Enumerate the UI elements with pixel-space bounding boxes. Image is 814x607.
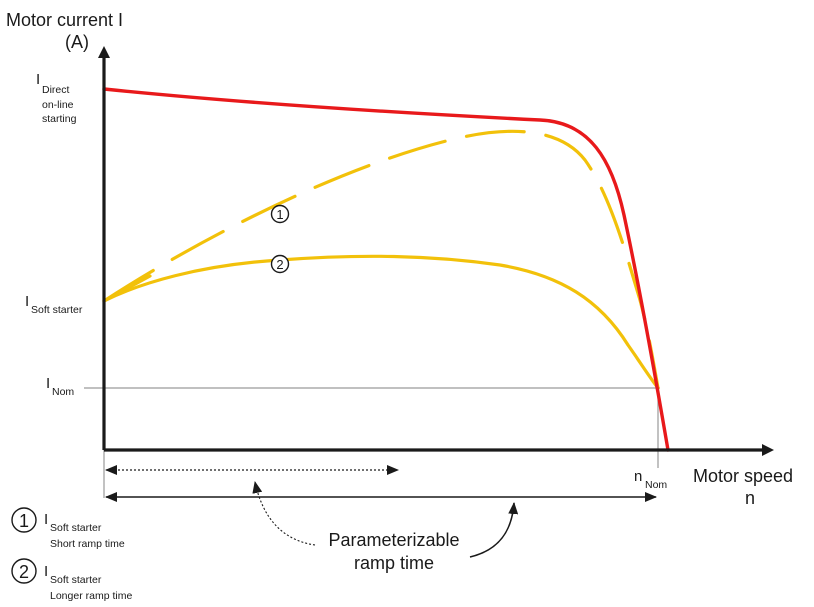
- legend-item-2: 2 I Soft starter Longer ramp time: [11, 558, 132, 602]
- svg-text:1: 1: [276, 207, 283, 222]
- soft-starter-curve-longer-ramp: [102, 254, 660, 390]
- svg-text:Nom: Nom: [645, 479, 667, 491]
- y-axis-title-line1: Motor current I: [6, 10, 123, 30]
- soft-starter-current-label: I Soft starter: [25, 293, 83, 316]
- nominal-speed-label: n Nom: [634, 468, 667, 491]
- svg-text:2: 2: [19, 562, 29, 582]
- ramp-time-label-line2: ramp time: [354, 553, 434, 573]
- legend-item-1: 1 I Soft starter Short ramp time: [11, 507, 125, 550]
- direct-current-label: I Direct on-line starting: [36, 71, 77, 125]
- svg-text:Soft starter: Soft starter: [50, 522, 102, 534]
- svg-text:starting: starting: [42, 113, 77, 125]
- y-axis-title-line2: (A): [65, 32, 89, 52]
- svg-text:I: I: [44, 563, 48, 580]
- svg-text:Soft starter: Soft starter: [31, 304, 83, 316]
- x-axis-title-line1: Motor speed: [693, 466, 793, 486]
- curve-marker-2: 2: [270, 254, 290, 274]
- svg-text:1: 1: [19, 511, 29, 531]
- nominal-current-label: I Nom: [46, 375, 74, 398]
- svg-text:I: I: [36, 71, 40, 88]
- long-ramp-pointer: [469, 502, 519, 558]
- svg-text:I: I: [44, 511, 48, 528]
- curve-marker-1: 1: [270, 204, 290, 224]
- svg-text:I: I: [46, 375, 50, 392]
- svg-text:Short ramp time: Short ramp time: [50, 538, 125, 550]
- soft-starter-curve-short-ramp: [102, 129, 660, 390]
- svg-text:Soft starter: Soft starter: [50, 574, 102, 586]
- svg-text:Nom: Nom: [52, 386, 74, 398]
- svg-text:Direct: Direct: [42, 84, 70, 96]
- direct-online-curve: [102, 87, 670, 452]
- svg-text:n: n: [634, 468, 642, 485]
- svg-text:Longer ramp time: Longer ramp time: [50, 590, 132, 602]
- svg-text:2: 2: [276, 257, 283, 272]
- ramp-time-label-line1: Parameterizable: [328, 530, 459, 550]
- svg-text:I: I: [25, 293, 29, 310]
- svg-text:on-line: on-line: [42, 99, 74, 111]
- x-axis-title-line2: n: [745, 488, 755, 508]
- short-ramp-pointer: [252, 481, 316, 546]
